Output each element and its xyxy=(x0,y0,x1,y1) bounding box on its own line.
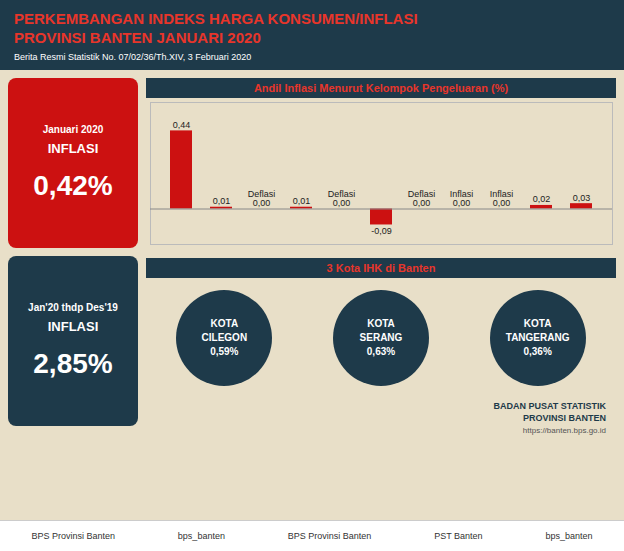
html-text:BADAN PUSAT STATISTIK PROVINSI: BADAN PUSAT STATISTIK PROVINSI BANTEN xyxy=(493,401,606,423)
svg-text:Inflasi0,00: Inflasi0,00 xyxy=(490,189,514,208)
svg-text:0,01: 0,01 xyxy=(213,196,231,206)
svg-text:Deflasi0,00: Deflasi0,00 xyxy=(408,189,436,208)
html-text:Januari 2020: Januari 2020 xyxy=(42,124,104,135)
svg-text:Inflasi0,00: Inflasi0,00 xyxy=(450,189,474,208)
html-text:BPS Provinsi Banten: BPS Provinsi Banten xyxy=(287,531,372,541)
html-text:INFLASI: INFLASI xyxy=(47,141,99,156)
svg-text:0,44: 0,44 xyxy=(173,120,191,130)
html-text:https://banten.bps.go.id: https://banten.bps.go.id xyxy=(522,426,606,435)
html-text:0,42%: 0,42% xyxy=(33,170,113,201)
html-text:PERKEMBANGAN INDEKS HARGA KONS: PERKEMBANGAN INDEKS HARGA KONSUMEN/INFLA… xyxy=(14,10,418,46)
svg-text:Deflasi0,00: Deflasi0,00 xyxy=(248,189,276,208)
html-text:2,85%: 2,85% xyxy=(33,348,113,379)
svg-text:0,01: 0,01 xyxy=(293,196,311,206)
html-text:KOTA TANGERANG 0,36%: KOTA TANGERANG 0,36% xyxy=(505,318,570,357)
html-text:Berita Resmi Statistik No. 07/: Berita Resmi Statistik No. 07/02/36/Th.X… xyxy=(14,52,252,62)
html-text:BPS Provinsi Banten: BPS Provinsi Banten xyxy=(31,531,115,541)
html-text:bps_banten: bps_banten xyxy=(545,531,593,541)
html-text:Andil Inflasi Menurut Kelompok: Andil Inflasi Menurut Kelompok Pengeluar… xyxy=(253,82,509,94)
svg-text:0,02: 0,02 xyxy=(533,194,551,204)
html-text:Jan'20 thdp Des'19: Jan'20 thdp Des'19 xyxy=(28,302,118,313)
html-text:INFLASI: INFLASI xyxy=(47,319,99,334)
svg-text:0,03: 0,03 xyxy=(573,193,591,203)
html-text:KOTA SERANG 0,63%: KOTA SERANG 0,63% xyxy=(359,318,403,357)
html-text:bps_banten: bps_banten xyxy=(177,531,225,541)
html-text:3 Kota IHK di Banten: 3 Kota IHK di Banten xyxy=(326,262,436,274)
svg-text:-0,09: -0,09 xyxy=(371,226,392,236)
html-text:KOTA CILEGON 0,59%: KOTA CILEGON 0,59% xyxy=(201,318,248,357)
html-text:PST Banten: PST Banten xyxy=(434,531,483,541)
svg-text:Deflasi0,00: Deflasi0,00 xyxy=(328,189,356,208)
